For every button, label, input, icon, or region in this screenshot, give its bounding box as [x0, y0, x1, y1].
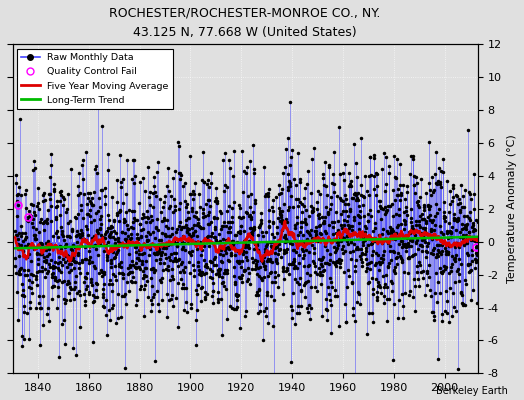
Legend: Raw Monthly Data, Quality Control Fail, Five Year Moving Average, Long-Term Tren: Raw Monthly Data, Quality Control Fail, … [17, 49, 172, 108]
Title: ROCHESTER/ROCHESTER-MONROE CO., NY.
43.125 N, 77.668 W (United States): ROCHESTER/ROCHESTER-MONROE CO., NY. 43.1… [110, 7, 381, 39]
Y-axis label: Temperature Anomaly (°C): Temperature Anomaly (°C) [507, 134, 517, 283]
Text: Berkeley Earth: Berkeley Earth [436, 386, 508, 396]
